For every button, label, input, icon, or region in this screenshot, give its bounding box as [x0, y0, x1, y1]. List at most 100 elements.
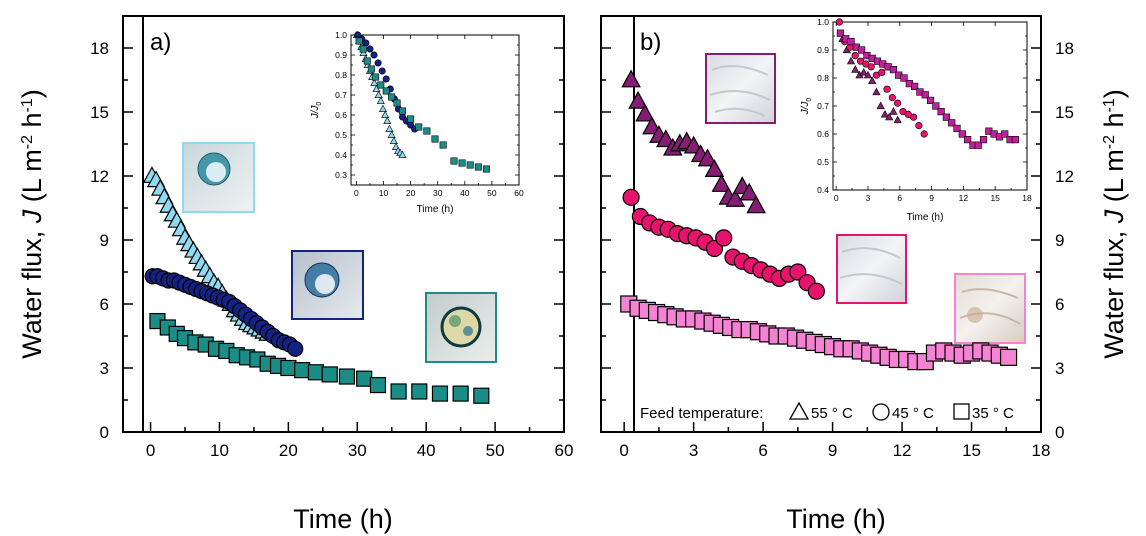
- panel-b-inset-circle-point: [851, 51, 859, 60]
- panel-b-triangle-point: [704, 159, 725, 177]
- panel-a-square-point: [473, 387, 490, 404]
- membrane-photo-35c: [425, 292, 497, 363]
- x-tick-label: 0: [146, 441, 155, 460]
- y-tick-label: 1.0: [817, 17, 829, 27]
- panel-b-triangle-point: [739, 182, 760, 201]
- y-tick-label: 18: [90, 39, 109, 58]
- x-tick-label: 12: [959, 193, 969, 203]
- panel-b-inset-triangle-point: [876, 101, 885, 110]
- x-tick-label: 20: [406, 188, 416, 198]
- panel-a-inset-triangle-point: [376, 96, 385, 105]
- legend-marker-square: [953, 403, 970, 420]
- panel-b-inset-square-point: [926, 96, 935, 104]
- x-tick-label: 0: [354, 188, 359, 198]
- panel-b-inset-triangle-point: [872, 87, 881, 96]
- panel-b-triangle-point: [725, 189, 746, 207]
- panel-a-y-axis-title: Water flux, J (L m-2 h-1): [17, 89, 47, 359]
- panel-a-inset-square-point: [423, 127, 431, 135]
- panel-b-inset-square-point: [942, 113, 951, 121]
- x-tick-label: 12: [893, 441, 912, 460]
- panel-a-square-point: [431, 385, 449, 402]
- panel-b-inset-square-point: [953, 124, 961, 132]
- y-tick-label: 0.9: [335, 50, 347, 60]
- membrane-photo-55c: [705, 53, 776, 124]
- panel-b-inset-circle-point: [888, 93, 896, 102]
- panel-a-square-point: [452, 385, 469, 402]
- x-tick-label: 0: [834, 193, 839, 203]
- panel-b-inset-triangle-point: [859, 67, 868, 76]
- x-tick-label: 30: [348, 441, 367, 460]
- y-tick-label: 0.5: [817, 157, 829, 167]
- panel-a-inset-circle-point: [366, 45, 374, 53]
- y-tick-label: 18: [1055, 39, 1074, 58]
- panel-a-inset-square-point: [398, 107, 406, 115]
- y-tick-label: 1.0: [335, 30, 347, 40]
- panel-a-inset-triangle-point: [385, 124, 394, 133]
- panel-b-inset-circle-point: [835, 18, 843, 26]
- panel-b-triangle-point: [697, 148, 718, 167]
- panel-b-inset-triangle-point: [868, 76, 877, 84]
- panel-a-inset-data: [352, 30, 490, 173]
- panel-b-inset-square-point: [847, 37, 855, 46]
- panel-b-data: [620, 69, 1018, 371]
- panel-b-square-point: [999, 348, 1018, 366]
- panel-b-label: b): [640, 29, 661, 56]
- panel-a-data: [142, 166, 490, 404]
- x-tick-label: 18: [1032, 441, 1051, 460]
- panel-b-circle-point: [807, 282, 825, 300]
- panel-b-inset-square-point: [937, 108, 945, 116]
- legend-label-55c: 55 ° C: [811, 405, 853, 422]
- panel-a-inset-square-point: [377, 81, 385, 89]
- legend: Feed temperature: 55 ° C 45 ° C 35 ° C: [640, 401, 1014, 422]
- panel-a-inset-square-point: [431, 135, 439, 143]
- panel-a-inset-square-point: [474, 163, 482, 171]
- panel-b-inset-triangle-point: [885, 112, 894, 121]
- panel-b-inset-circle-point: [878, 68, 886, 76]
- panel-a-square-point: [307, 364, 325, 381]
- panel-a-inset-square-point: [382, 87, 390, 95]
- panel-a-inset-y-title: J/J0: [310, 102, 323, 120]
- panel-b-inset-square-point: [964, 136, 972, 144]
- panel-a-inset-square-point: [407, 115, 415, 123]
- y-tick-label: 0.8: [335, 70, 347, 80]
- panel-b-inset-square-point: [921, 91, 929, 99]
- legend-title: Feed temperature:: [640, 405, 763, 422]
- y-tick-label: 0.8: [817, 73, 829, 83]
- legend-marker-triangle: [788, 401, 810, 420]
- panel-b-inset: 0 3 6 9 12 15 18 0.4 0.5 0.6 0.7 0.8 0.9 1.0 Time (h)…: [800, 17, 1032, 223]
- x-tick-label: 0: [619, 441, 628, 460]
- panel-b-inset-y-title: J/J0: [800, 98, 813, 116]
- panel-b-inset-triangle-point: [889, 107, 898, 115]
- panel-b-inset-circle-point: [920, 130, 928, 138]
- panel-b-inset-circle-point: [883, 85, 891, 93]
- y-tick-label: 9: [100, 231, 109, 250]
- x-tick-label: 20: [279, 441, 298, 460]
- panel-b-inset-frame: [832, 21, 1028, 191]
- x-tick-label: 10: [210, 441, 229, 460]
- panel-b-inset-x-title: Time (h): [907, 212, 944, 223]
- y-tick-label: 0.4: [335, 150, 347, 160]
- panel-a-square-point: [356, 370, 373, 387]
- y-tick-label: 0.3: [335, 170, 347, 180]
- panel-b-inset-circle-point: [909, 113, 918, 121]
- panel-a-x-axis-title: Time (h): [293, 504, 393, 534]
- panel-b-circle-point: [715, 229, 733, 247]
- panel-b-inset-data: [835, 18, 1019, 149]
- x-tick-label: 50: [487, 188, 497, 198]
- panel-a-inset-square-point: [371, 73, 379, 81]
- panel-b-inset-triangle-point: [893, 115, 902, 124]
- panel-b-inset-square-point: [900, 74, 908, 82]
- panel-a-inset-circle-point: [374, 59, 382, 67]
- panel-a-square-point: [294, 362, 311, 379]
- x-tick-label: 3: [866, 193, 871, 203]
- panel-a-inset-square-point: [482, 165, 490, 173]
- panel-a-inset-square-point: [466, 161, 474, 169]
- y-tick-label: 12: [1055, 167, 1074, 186]
- legend-marker-circle: [872, 403, 890, 421]
- panel-b-inset-triangle-point: [863, 70, 873, 79]
- panel-a-inset-square-point: [439, 141, 447, 149]
- panel-a-square-point: [338, 368, 356, 385]
- panel-a-frame: [122, 15, 565, 433]
- y-tick-label: 6: [100, 295, 109, 314]
